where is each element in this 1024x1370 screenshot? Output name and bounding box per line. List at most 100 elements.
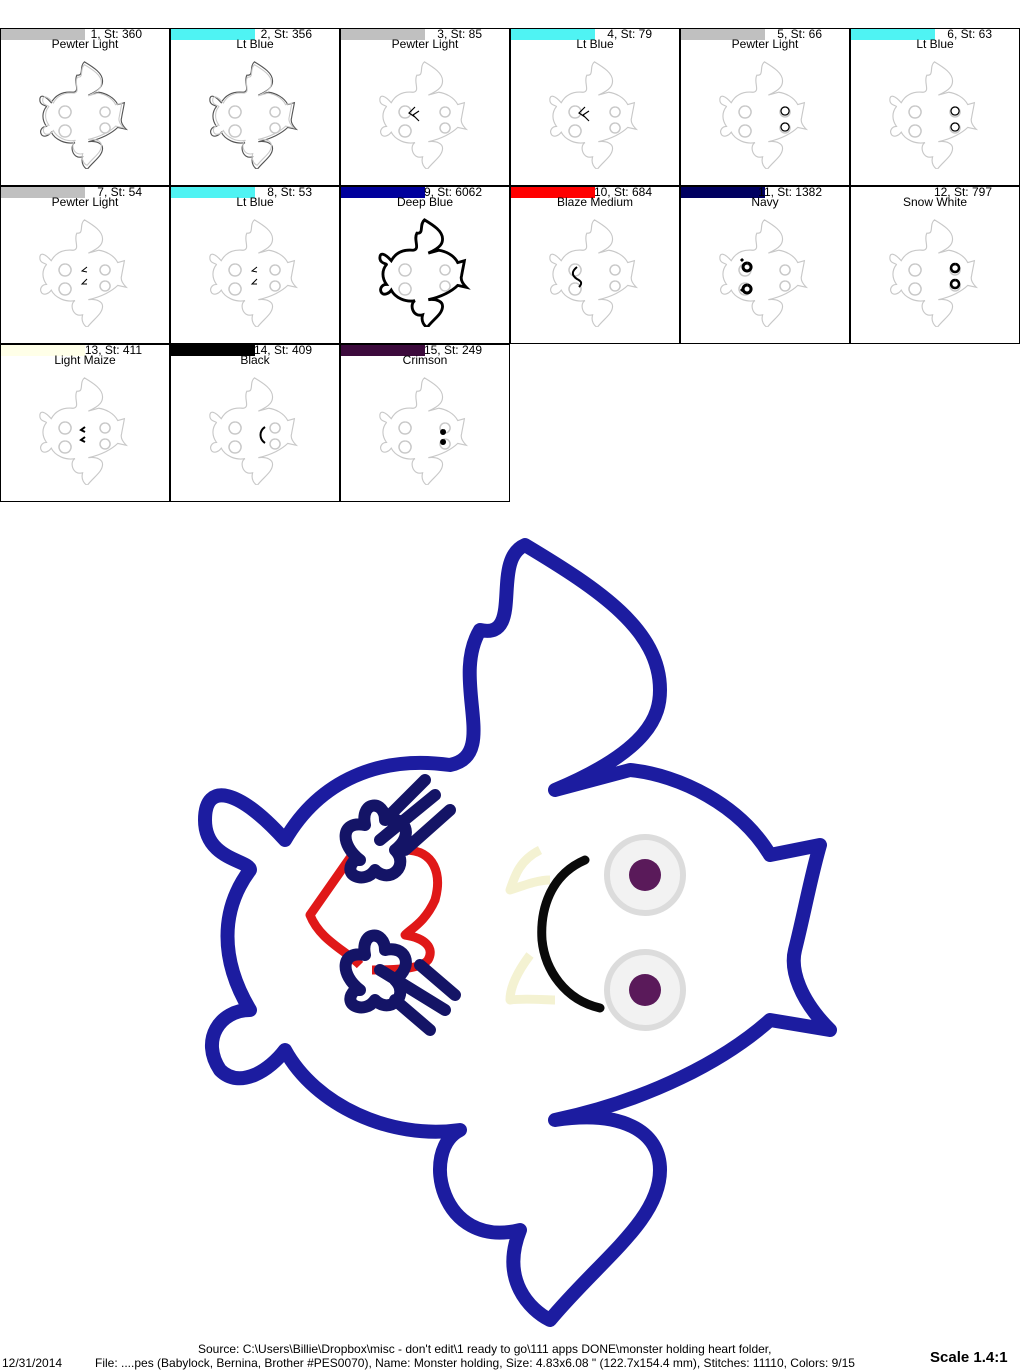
stitch-count-label: 13, St: 411 [84,344,142,357]
thread-color-name: Blaze Medium [556,195,634,209]
stitch-count-label: 5, St: 66 [777,28,822,41]
color-swatch [511,187,595,198]
thumbnail-figure [889,219,979,327]
thumbnail-eyes [950,106,960,132]
thumbnail-ghost-eye [269,264,281,292]
thumbnail-ghost-hand [908,105,922,138]
color-step-cell: 14, St: 409 Black [170,344,340,502]
thumbnail-ghost-eye [99,264,111,292]
thumbnail-outline [719,61,809,169]
thumbnail-outline [39,219,129,327]
thumbnail-inner-outline [212,64,296,166]
color-step-cell: 12, St: 797 Snow White [850,186,1020,344]
color-step-cell: 1, St: 360 Pewter Light [0,28,170,186]
stitch-count-label: 11, St: 1382 [758,186,822,199]
color-step-cell: 4, St: 79 Lt Blue [510,28,680,186]
color-swatch [341,29,425,40]
thumbnail-outline [378,218,471,327]
thumbnail-ghost-eye [439,422,451,450]
thumbnail-ghost-eye [609,264,621,292]
thumbnail-fangs [250,266,258,285]
thumbnail-ghost-hand [398,421,412,454]
smile [537,855,605,1013]
color-swatch [511,29,595,40]
stitch-count-label: 8, St: 53 [267,186,312,199]
stitch-count-label: 7, St: 54 [97,186,142,199]
bat-monster-figure [198,538,837,1327]
thumbnail-outline [209,61,299,169]
thread-color-name: Pewter Light [731,37,799,51]
stitch-count-label: 4, St: 79 [607,28,652,41]
thumbnail-ghost-hand [228,105,242,138]
thread-color-name: Pewter Light [51,195,119,209]
embroidery-design-preview [198,538,837,1327]
thumbnail-ghost-hand [58,421,72,454]
bat-body-outline [198,538,837,1327]
color-step-cell: 3, St: 85 Pewter Light [340,28,510,186]
color-step-cell: 15, St: 249 Crimson [340,344,510,502]
color-step-cell: 13, St: 411 Light Maize [0,344,170,502]
thumbnail-figure [549,219,639,327]
thread-color-name: Crimson [402,353,448,367]
color-swatch [1,345,85,356]
thumbnail-smile [259,426,266,444]
stitch-count-label: 2, St: 356 [260,28,312,41]
stitch-count-label: 10, St: 684 [593,186,652,199]
color-swatch [341,187,425,198]
thumbnail-outline [379,61,469,169]
thumbnail-fangs [80,266,88,285]
thumbnail-ghost-eye [269,422,281,450]
thumbnail-figure [39,219,129,327]
thumbnail-outline [39,61,129,169]
thumbnail-figure [209,61,299,169]
thumbnail-ghost-eye [269,106,281,134]
color-swatch [851,29,935,40]
fang-bottom [505,952,556,1005]
thread-color-name: Lt Blue [576,37,614,51]
footer-scale: Scale 1.4:1 [930,1349,1008,1366]
thumbnail-figure [549,61,639,169]
thumbnail-pupils [440,429,447,445]
thread-color-name: Light Maize [54,353,116,367]
color-swatch [851,187,935,198]
color-step-cell: 5, St: 66 Pewter Light [680,28,850,186]
left-hands [339,774,461,1036]
thumbnail-figure [39,61,129,169]
thread-color-name: Lt Blue [916,37,954,51]
thumbnail-figure [379,377,469,485]
thumbnail-ghost-hand [228,263,242,296]
thumbnail-heart [571,266,583,288]
color-step-cell: 9, St: 6062 Deep Blue [340,186,510,344]
thread-color-name: Lt Blue [236,37,274,51]
color-sequence-grid: 1, St: 360 Pewter Light 2, St: 356 Lt Blue 3… [0,28,1024,502]
color-swatch [681,29,765,40]
thumbnail-eye-rings [949,262,961,290]
stitch-count-label: 9, St: 6062 [423,186,482,199]
thumbnail-fangs-fill [79,426,86,443]
fang-top [505,845,551,895]
footer-file: File: ....pes (Babylock, Bernina, Brothe… [95,1356,855,1370]
color-swatch [171,187,255,198]
thread-color-name: Navy [751,195,779,209]
thread-color-name: Deep Blue [396,195,454,209]
thumbnail-ghost-hand [228,421,242,454]
color-swatch [171,345,255,356]
stitch-count-label: 6, St: 63 [947,28,992,41]
stitch-count-label: 1, St: 360 [90,28,142,41]
thumbnail-outline [549,61,639,169]
pupil-top [629,859,661,891]
thumbnail-figure [719,219,809,327]
thumbnail-ghost-hand [398,263,412,296]
thumbnail-ghost-hand [908,263,922,296]
thumbnail-hands [739,257,753,295]
thumbnail-outline [719,219,809,327]
thumbnail-ghost-hand [58,105,72,138]
color-step-cell: 11, St: 1382 Navy [680,186,850,344]
thumbnail-ghost-eye [439,106,451,134]
thumbnail-mouth [408,106,420,122]
thread-color-name: Snow White [902,195,968,209]
thumbnail-ghost-eye [439,264,451,292]
thumbnail-outline [549,219,639,327]
stitch-count-label: 15, St: 249 [423,344,482,357]
thumbnail-figure [209,219,299,327]
